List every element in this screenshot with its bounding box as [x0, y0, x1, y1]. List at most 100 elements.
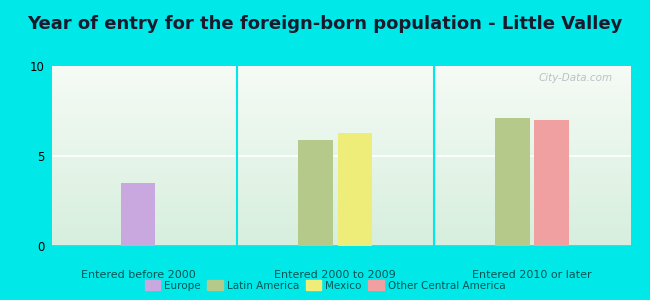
Bar — [52, 137, 630, 138]
Bar — [52, 154, 630, 155]
Bar — [52, 83, 630, 84]
Bar — [52, 184, 630, 185]
Bar — [52, 223, 630, 224]
Bar — [52, 100, 630, 101]
Bar — [52, 241, 630, 242]
Bar — [52, 187, 630, 188]
Bar — [52, 126, 630, 127]
Bar — [52, 228, 630, 229]
Bar — [52, 145, 630, 146]
Bar — [52, 94, 630, 95]
Bar — [52, 232, 630, 233]
Bar — [52, 188, 630, 190]
Bar — [52, 72, 630, 73]
Bar — [52, 120, 630, 121]
Bar — [52, 70, 630, 71]
Bar — [52, 158, 630, 160]
Bar — [52, 172, 630, 173]
Bar — [52, 240, 630, 241]
Bar — [52, 163, 630, 164]
Bar — [52, 132, 630, 133]
Bar — [52, 103, 630, 104]
Bar — [52, 192, 630, 193]
Bar — [298, 140, 333, 246]
Bar — [52, 190, 630, 191]
Bar — [52, 119, 630, 120]
Bar — [52, 102, 630, 103]
Bar — [52, 208, 630, 209]
Bar — [52, 199, 630, 200]
Bar — [52, 221, 630, 222]
Bar — [52, 209, 630, 210]
Bar — [534, 120, 569, 246]
Bar — [52, 88, 630, 89]
Bar — [52, 71, 630, 72]
Bar — [52, 224, 630, 226]
Bar — [52, 210, 630, 211]
Bar — [52, 222, 630, 223]
Bar — [121, 183, 155, 246]
Bar — [52, 166, 630, 167]
Bar — [52, 196, 630, 197]
Bar — [52, 174, 630, 175]
Bar — [52, 66, 630, 67]
Bar — [52, 216, 630, 217]
Bar — [52, 134, 630, 136]
Bar — [52, 173, 630, 174]
Bar — [52, 89, 630, 90]
Bar — [52, 91, 630, 92]
Bar — [52, 73, 630, 74]
Bar — [52, 122, 630, 124]
Bar — [52, 101, 630, 102]
Bar — [52, 138, 630, 139]
Bar — [52, 107, 630, 108]
Bar — [52, 82, 630, 83]
Bar — [52, 133, 630, 134]
Bar — [52, 226, 630, 227]
Bar — [52, 233, 630, 234]
Bar — [52, 85, 630, 86]
Bar — [52, 245, 630, 246]
Bar — [52, 96, 630, 97]
Bar — [337, 133, 372, 246]
Bar — [52, 136, 630, 137]
Bar — [52, 128, 630, 130]
Bar — [52, 176, 630, 178]
Bar — [52, 160, 630, 161]
Bar — [52, 86, 630, 88]
Bar — [52, 170, 630, 172]
Bar — [52, 182, 630, 184]
Bar — [52, 244, 630, 245]
Bar — [52, 198, 630, 199]
Bar — [52, 168, 630, 169]
Bar — [52, 95, 630, 96]
Bar — [52, 74, 630, 76]
Bar — [52, 220, 630, 221]
Bar — [52, 76, 630, 77]
Bar — [52, 205, 630, 206]
Bar — [52, 150, 630, 151]
Bar — [52, 169, 630, 170]
Text: Entered before 2000: Entered before 2000 — [81, 270, 196, 280]
Bar — [52, 215, 630, 216]
Bar — [52, 234, 630, 235]
Bar — [52, 90, 630, 91]
Bar — [52, 181, 630, 182]
Bar — [52, 112, 630, 113]
Bar — [52, 97, 630, 98]
Bar — [52, 230, 630, 232]
Bar — [52, 178, 630, 179]
Bar — [52, 149, 630, 150]
Bar — [52, 130, 630, 131]
Bar — [52, 115, 630, 116]
Bar — [52, 238, 630, 239]
Bar — [52, 239, 630, 240]
Bar — [52, 78, 630, 79]
Bar — [52, 193, 630, 194]
Bar — [52, 131, 630, 132]
Bar — [52, 200, 630, 202]
Bar — [52, 156, 630, 157]
Bar — [52, 204, 630, 205]
Bar — [52, 214, 630, 215]
Bar — [52, 98, 630, 100]
